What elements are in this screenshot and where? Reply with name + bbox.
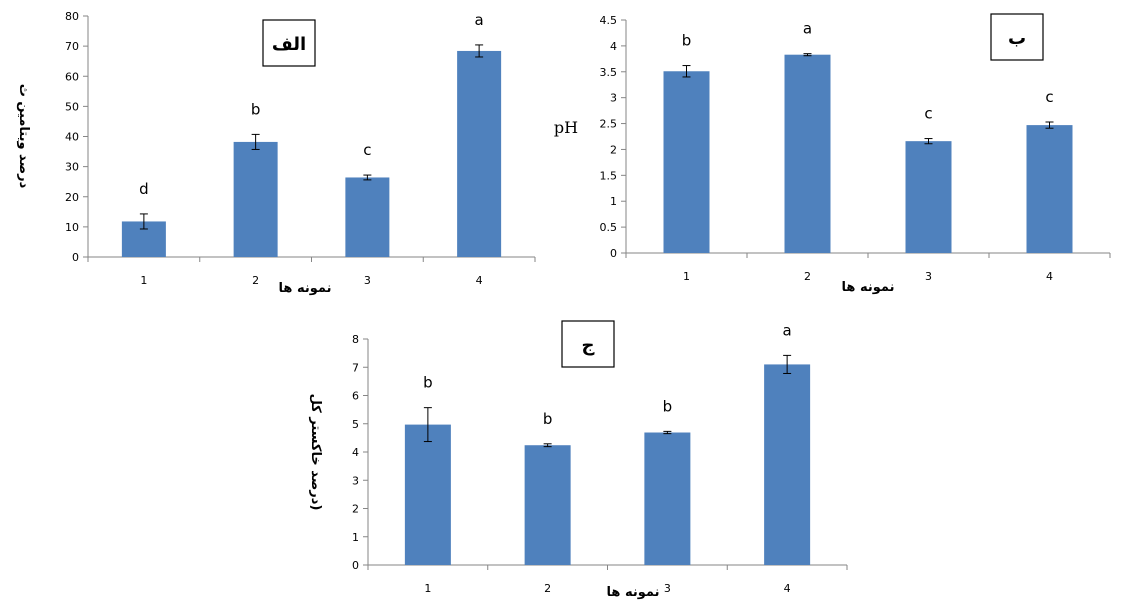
panel-label-box	[561, 320, 615, 368]
significance-letter: b	[543, 410, 553, 428]
x-tick-label: 4	[784, 582, 791, 595]
panel-label: الف	[272, 34, 306, 55]
significance-letter: b	[423, 374, 433, 392]
y-tick-label: 7	[352, 361, 359, 374]
x-tick-label: 4	[476, 274, 483, 287]
y-tick-label: 70	[65, 40, 79, 53]
bar-2	[784, 54, 831, 253]
significance-letter: a	[475, 11, 484, 29]
y-axis-title: درصد خاکستر کل)	[308, 394, 323, 511]
y-tick-label: 40	[65, 131, 79, 144]
x-axis-title: نمونه ها	[842, 280, 895, 295]
y-tick-label: 3	[610, 92, 617, 105]
panel-label-box	[262, 19, 316, 67]
y-tick-label: 50	[65, 100, 79, 113]
significance-letter: b	[663, 397, 673, 415]
bar-2	[233, 141, 278, 257]
chart-panel-3: 0 1 2 3 4 5 6 7 8 b 1 b 2 b 3 a 4 ج درصد خاکستر کل) نمونه ه…	[308, 320, 848, 600]
y-axis-title: pH	[554, 118, 578, 137]
y-tick-label: 0.5	[600, 221, 618, 234]
significance-letter: a	[803, 20, 812, 38]
x-tick-label: 1	[140, 274, 147, 287]
x-axis-title: نمونه ها	[607, 585, 660, 600]
significance-letter: b	[251, 100, 261, 118]
y-tick-label: 3.5	[600, 66, 618, 79]
y-axis-title: درصد ویتامین ث	[16, 84, 31, 189]
panel-label-box	[990, 13, 1044, 61]
chart-panel-2: 0 0.5 1 1.5 2 2.5 3 3.5 4 4.5 b 1 a 2 c 3 c 4 ب pH نمونه ها	[554, 13, 1111, 295]
x-axis-title: نمونه ها	[279, 281, 332, 296]
bar-3	[905, 141, 952, 253]
y-tick-label: 1.5	[600, 169, 618, 182]
y-tick-label: 30	[65, 161, 79, 174]
significance-letter: c	[924, 105, 932, 123]
x-tick-label: 2	[804, 270, 811, 283]
y-tick-label: 2.5	[600, 118, 618, 131]
significance-letter: c	[363, 141, 371, 159]
y-tick-label: 20	[65, 191, 79, 204]
y-tick-label: 80	[65, 10, 79, 23]
y-tick-label: 3	[352, 474, 359, 487]
x-tick-label: 3	[364, 274, 371, 287]
y-tick-label: 1	[352, 531, 359, 544]
x-tick-label: 3	[925, 270, 932, 283]
y-tick-label: 8	[352, 333, 359, 346]
chart-panel-1: 0 10 20 30 40 50 60 70 80 d 1 b 2 c 3 a 4 الف درصد ویتامین…	[16, 10, 536, 296]
panel-label: ب	[1008, 28, 1026, 49]
bar-4	[1026, 125, 1073, 253]
x-tick-label: 1	[424, 582, 431, 595]
x-tick-label: 1	[683, 270, 690, 283]
bar-4	[457, 50, 502, 257]
bar-2	[524, 445, 571, 565]
y-tick-label: 0	[352, 559, 359, 572]
y-tick-label: 2	[610, 143, 617, 156]
y-tick-label: 10	[65, 221, 79, 234]
x-tick-label: 3	[664, 582, 671, 595]
significance-letter: d	[139, 180, 149, 198]
y-tick-label: 4	[610, 40, 617, 53]
panel-label: ج	[582, 335, 595, 356]
y-tick-label: 4	[352, 446, 359, 459]
y-tick-label: 6	[352, 390, 359, 403]
x-tick-label: 2	[252, 274, 259, 287]
y-tick-label: 0	[610, 247, 617, 260]
bar-1	[663, 71, 710, 253]
y-tick-label: 2	[352, 503, 359, 516]
x-tick-label: 4	[1046, 270, 1053, 283]
y-tick-label: 5	[352, 418, 359, 431]
bar-3	[644, 432, 691, 565]
x-tick-label: 2	[544, 582, 551, 595]
significance-letter: a	[783, 321, 792, 339]
y-tick-label: 1	[610, 195, 617, 208]
y-tick-label: 60	[65, 70, 79, 83]
bar-4	[764, 364, 811, 565]
significance-letter: c	[1045, 88, 1053, 106]
bar-1	[404, 424, 451, 565]
bar-3	[345, 177, 390, 257]
y-tick-label: 4.5	[600, 14, 618, 27]
y-tick-label: 0	[72, 251, 79, 264]
significance-letter: b	[682, 32, 692, 50]
